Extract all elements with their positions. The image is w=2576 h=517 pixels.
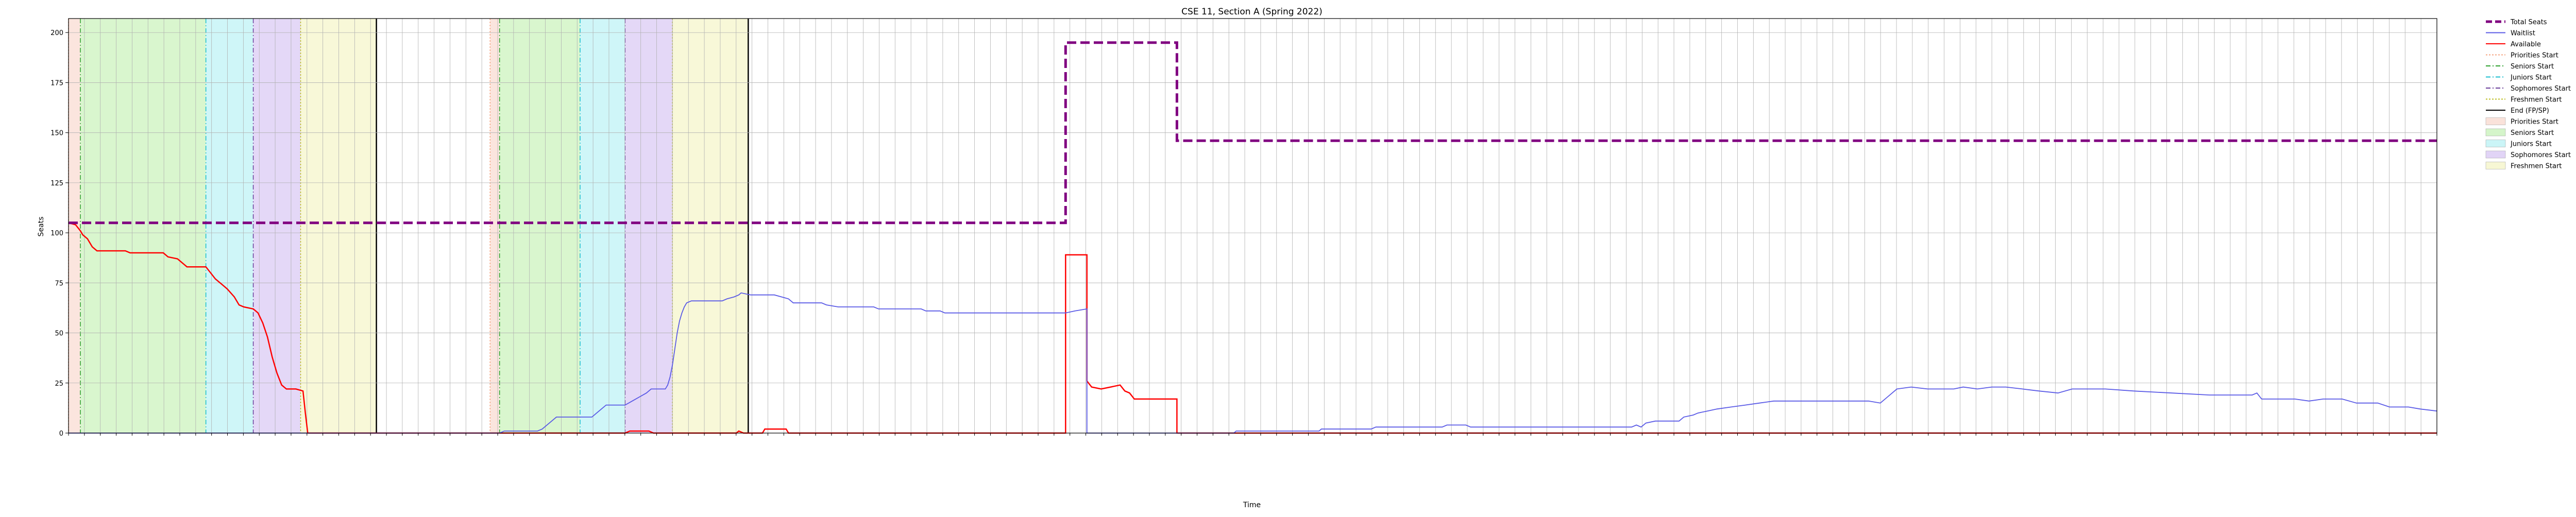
legend-label: Sophomores Start <box>2511 151 2571 159</box>
series-available <box>68 222 2437 434</box>
legend-swatch <box>2485 162 2506 169</box>
phase-band-senior <box>80 19 206 433</box>
legend-label: Available <box>2511 41 2541 48</box>
y-tick-label: 75 <box>55 280 63 287</box>
legend-label: Waitlist <box>2511 30 2535 38</box>
series-waitlist <box>69 292 2437 434</box>
x-axis-label: Time <box>1243 501 1261 509</box>
series-total-seats <box>69 41 2437 225</box>
grid-lines <box>68 19 2437 434</box>
phase-bands <box>68 19 749 433</box>
legend-label: Freshmen Start <box>2511 96 2562 104</box>
y-tick-label: 125 <box>50 180 63 187</box>
legend-label: Seniors Start <box>2511 63 2554 71</box>
y-axis-label: Seats <box>37 217 45 237</box>
legend-label: Priorities Start <box>2511 118 2558 126</box>
phase-band-junior <box>206 19 253 433</box>
series-lines <box>68 41 2437 434</box>
legend-label: Sophomores Start <box>2511 85 2571 93</box>
y-tick-label: 0 <box>59 430 63 438</box>
legend-label: Seniors Start <box>2511 129 2554 137</box>
y-tick-label: 25 <box>55 380 63 388</box>
phase-band-junior <box>580 19 625 433</box>
phase-band-sophomore <box>625 19 673 433</box>
phase-band-senior <box>499 19 580 433</box>
legend-swatch <box>2485 128 2506 136</box>
legend-swatch <box>2485 150 2506 159</box>
y-tick-label: 200 <box>50 29 63 37</box>
phase-band-freshman <box>672 19 749 433</box>
y-tick-label: 175 <box>50 79 63 87</box>
phase-band-priority <box>490 19 500 433</box>
chart-title: CSE 11, Section A (Spring 2022) <box>1181 7 1323 17</box>
legend-label: Juniors Start <box>2510 141 2552 148</box>
legend-label: End (FP/SP) <box>2511 107 2549 115</box>
legend-label: Juniors Start <box>2510 74 2552 82</box>
legend-swatch <box>2485 117 2506 125</box>
phase-band-freshman <box>300 19 377 433</box>
y-tick-label: 50 <box>55 330 63 338</box>
y-tick-label: 150 <box>50 130 63 137</box>
legend-swatch <box>2485 140 2506 147</box>
phase-band-sophomore <box>253 19 301 433</box>
plot-frame <box>68 18 2437 434</box>
axes: 0 25 50 75 100 125 150 175 200 <box>50 18 2437 438</box>
legend-label: Priorities Start <box>2511 52 2558 60</box>
y-tick-label: 100 <box>50 230 63 237</box>
phase-band-priority <box>69 19 80 433</box>
legend: Total Seats Waitlist Available Priorities S… <box>2485 19 2571 170</box>
legend-label: Freshmen Start <box>2511 163 2562 170</box>
legend-label: Total Seats <box>2510 19 2547 26</box>
